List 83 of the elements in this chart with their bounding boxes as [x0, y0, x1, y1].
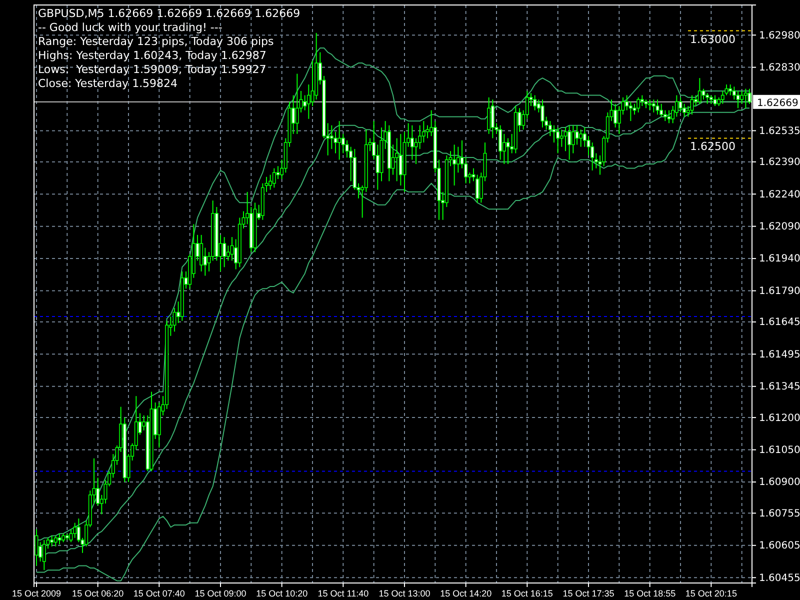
y-tick-label: 1.60900: [759, 477, 800, 488]
candlestick: [652, 99, 656, 113]
candlestick: [720, 90, 724, 104]
annotation: Range: Yesterday 123 pips, Today 306 pips: [38, 35, 274, 48]
y-tick-label: 1.61495: [759, 349, 800, 360]
x-tick-label: 15 Oct 14:20: [440, 588, 492, 598]
candlestick: [222, 236, 226, 268]
chart-title: GBPUSD,M5 1.62669 1.62669 1.62669 1.62669: [38, 7, 300, 20]
candlestick: [54, 535, 58, 547]
ref-line-label: 1.62669: [757, 98, 798, 109]
candlestick: [614, 103, 618, 128]
candlestick: [490, 99, 494, 139]
annotation: Close: Yesterday 1.59824: [38, 77, 178, 90]
candlestick: [58, 533, 62, 545]
candlestick: [338, 120, 342, 160]
candlestick: [395, 138, 399, 182]
candlestick: [50, 535, 54, 547]
candlestick: [276, 166, 280, 180]
candlestick: [410, 124, 414, 160]
candlestick: [728, 84, 732, 96]
annotation: -- Good luck with your trading! ---: [38, 21, 222, 34]
candlestick: [568, 124, 572, 160]
candlestick: [398, 133, 402, 186]
x-tick-label: 15 Oct 09:00: [194, 588, 246, 598]
candlestick: [740, 90, 744, 104]
y-tick-label: 1.62390: [759, 157, 800, 168]
y-tick-label: 1.62980: [759, 30, 800, 42]
y-tick-label: 1.60605: [759, 540, 800, 552]
candlestick: [73, 522, 77, 538]
y-tick-label: 1.60755: [759, 508, 800, 520]
candlestick: [200, 234, 204, 272]
candlestick: [648, 99, 652, 111]
annotation: Lows: Yesterday 1.59009, Today 1.59927: [38, 63, 266, 76]
candlestick: [556, 126, 560, 154]
y-tick-label: 1.60455: [759, 572, 800, 584]
y-tick-label: 1.61200: [759, 412, 800, 424]
candlestick: [632, 103, 636, 116]
ref-line-label: 1.63000: [690, 32, 736, 46]
candlestick: [694, 94, 698, 106]
y-tick-label: 1.61050: [759, 444, 800, 456]
x-tick-label: 15 Oct 17:35: [562, 588, 614, 598]
candlestick: [203, 247, 207, 276]
y-tick-label: 1.62090: [759, 222, 800, 233]
y-tick-label: 1.62240: [759, 189, 800, 200]
x-tick-label: 15 Oct 11:40: [318, 588, 369, 598]
candlestick: [272, 168, 276, 188]
candlestick: [636, 96, 640, 113]
candlestick: [42, 540, 46, 571]
annotation: Highs: Yesterday 1.60243, Today 1.62987: [38, 49, 266, 62]
candlestick: [660, 103, 664, 118]
candlestick: [698, 78, 702, 104]
x-tick-label: 15 Oct 13:00: [378, 588, 430, 598]
candlestick: [487, 96, 491, 134]
y-tick-label: 1.62535: [759, 126, 800, 137]
y-tick-label: 1.61790: [759, 286, 800, 297]
candlestick: [640, 94, 644, 106]
ref-line-label: 1.62500: [690, 140, 736, 154]
x-tick-label: 15 Oct 20:15: [685, 588, 737, 598]
candlestick: [498, 124, 502, 160]
y-tick-label: 1.61345: [759, 382, 800, 393]
candlestick: [579, 129, 583, 148]
candlestick: [560, 129, 564, 148]
x-tick-label: 15 Oct 06:20: [72, 588, 124, 598]
candlestick: [744, 88, 748, 109]
x-tick-label: 15 Oct 07:40: [133, 588, 185, 598]
candlestick: [533, 94, 537, 111]
candlestick: [330, 124, 334, 150]
y-tick-label: 1.62830: [759, 62, 800, 74]
x-tick-label: 15 Oct 10:20: [256, 588, 308, 598]
y-tick-label: 1.61940: [759, 254, 800, 265]
x-tick-label: 15 Oct 2009: [12, 588, 62, 598]
x-tick-label: 15 Oct 18:55: [624, 588, 676, 598]
candlestick: [426, 124, 430, 139]
candlestick: [452, 144, 456, 186]
candlestick: [69, 528, 73, 543]
y-tick-label: 1.61645: [759, 317, 800, 328]
candlestick: [667, 110, 671, 124]
candlestick: [295, 73, 299, 134]
candlestick: [552, 124, 556, 144]
candlestick: [706, 92, 710, 104]
candlestick: [502, 133, 506, 165]
candlestick: [571, 124, 575, 154]
x-tick-label: 15 Oct 16:15: [501, 588, 553, 598]
